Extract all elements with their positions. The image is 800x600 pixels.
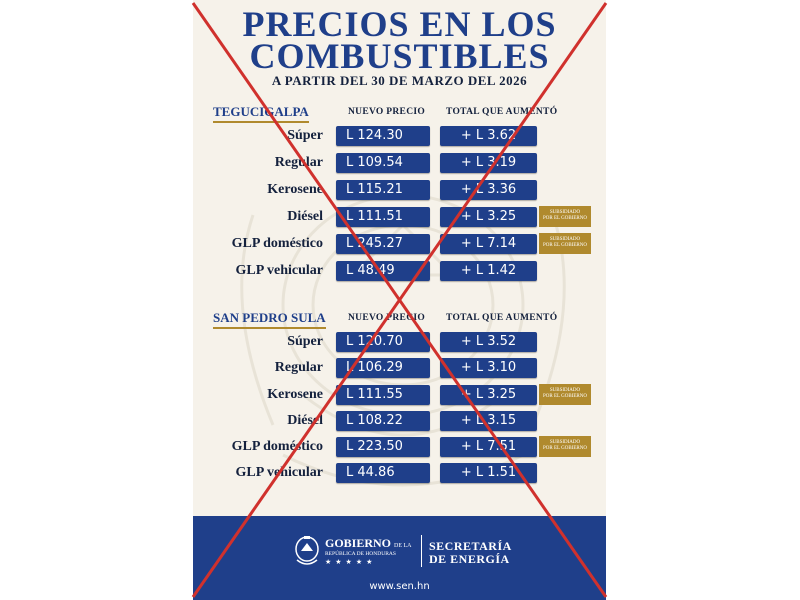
fuel-label: Diésel [287,413,323,428]
fuel-label: Diésel [287,209,323,224]
new-price-value: L 120.70 [336,332,430,352]
increase-value: + L 7.14 [440,234,537,254]
new-price-value: L 44.86 [336,463,430,483]
subsidy-badge: SUBSIDIADO POR EL GOBIERNO [539,233,591,254]
subsidy-badge-line-2: POR EL GOBIERNO [543,216,587,221]
subsidy-badge-line-1: SUBSIDIADO [549,388,581,393]
fuel-label: GLP vehicular [235,263,324,278]
de-la-text: DE LA [394,543,412,549]
increase-value: + L 3.10 [440,358,537,378]
honduras-coat-of-arms-icon [295,536,319,565]
city-heading-tegucigalpa: TEGUCIGALPA [213,104,309,123]
increase-value: + L 3.25 [440,385,537,405]
subsidy-badge-line-2: POR EL GOBIERNO [543,394,587,399]
increase-value: + L 1.42 [440,261,537,281]
subsidy-badge: SUBSIDIADO POR EL GOBIERNO [539,384,591,405]
new-price-value: L 115.21 [336,180,430,200]
fuel-label: Kerosene [267,387,323,402]
secretaria-label: SECRETARÍA [429,539,512,553]
increase-value: + L 3.36 [440,180,537,200]
column-header-new-price: NUEVO PRECIO [348,107,426,117]
subsidy-badge-line-1: SUBSIDIADO [549,440,581,445]
fuel-label: GLP doméstico [231,236,323,251]
column-header-increase: TOTAL QUE AUMENTÓ [446,107,558,117]
subsidy-badge: SUBSIDIADO POR EL GOBIERNO [539,206,591,227]
subsidy-badge-line-1: SUBSIDIADO [549,237,581,242]
increase-value: + L 3.25 [440,207,537,227]
new-price-value: L 106.29 [336,358,430,378]
fuel-label: Regular [274,360,323,375]
increase-value: + L 1.51 [440,463,537,483]
new-price-value: L 223.50 [336,437,430,457]
increase-value: + L 3.15 [440,411,537,431]
effective-date-subtitle: A PARTIR DEL 30 DE MARZO DEL 2026 [271,73,528,88]
fuel-label: Súper [287,128,323,143]
fuel-label: GLP vehicular [235,465,324,480]
new-price-value: L 48.49 [336,261,430,281]
fuel-label: Regular [274,155,323,170]
new-price-value: L 111.55 [336,385,430,405]
city-heading-san-pedro-sula: SAN PEDRO SULA [213,310,326,329]
fuel-label: GLP doméstico [231,439,323,454]
increase-value: + L 3.19 [440,153,537,173]
new-price-value: L 109.54 [336,153,430,173]
republica-label: REPÚBLICA DE HONDURAS [325,551,396,557]
title-line-2: COMBUSTIBLES [249,36,550,76]
increase-value: + L 3.52 [440,332,537,352]
subsidy-badge-line-2: POR EL GOBIERNO [543,446,587,451]
new-price-value: L 108.22 [336,411,430,431]
subsidy-badge-line-1: SUBSIDIADO [549,210,581,215]
new-price-value: L 124.30 [336,126,430,146]
stars-decoration: ★★★★★ [325,558,377,566]
footer-divider [421,535,422,567]
fuel-price-poster: PRECIOS EN LOS COMBUSTIBLES A PARTIR DEL… [193,0,606,600]
fuel-label: Súper [287,334,323,349]
gobierno-text: GOBIERNO [325,536,392,550]
website-link[interactable]: www.sen.hn [369,581,430,592]
new-price-value: L 245.27 [336,234,430,254]
increase-value: + L 7.51 [440,437,537,457]
fuel-label: Kerosene [267,182,323,197]
column-header-increase: TOTAL QUE AUMENTÓ [446,313,558,323]
increase-value: + L 3.62 [440,126,537,146]
subsidy-badge-line-2: POR EL GOBIERNO [543,243,587,248]
energia-label: DE ENERGÍA [429,552,510,566]
column-header-new-price: NUEVO PRECIO [348,313,426,323]
subsidy-badge: SUBSIDIADO POR EL GOBIERNO [539,436,591,457]
gobierno-label: GOBIERNO DE LA [325,537,412,552]
new-price-value: L 111.51 [336,207,430,227]
